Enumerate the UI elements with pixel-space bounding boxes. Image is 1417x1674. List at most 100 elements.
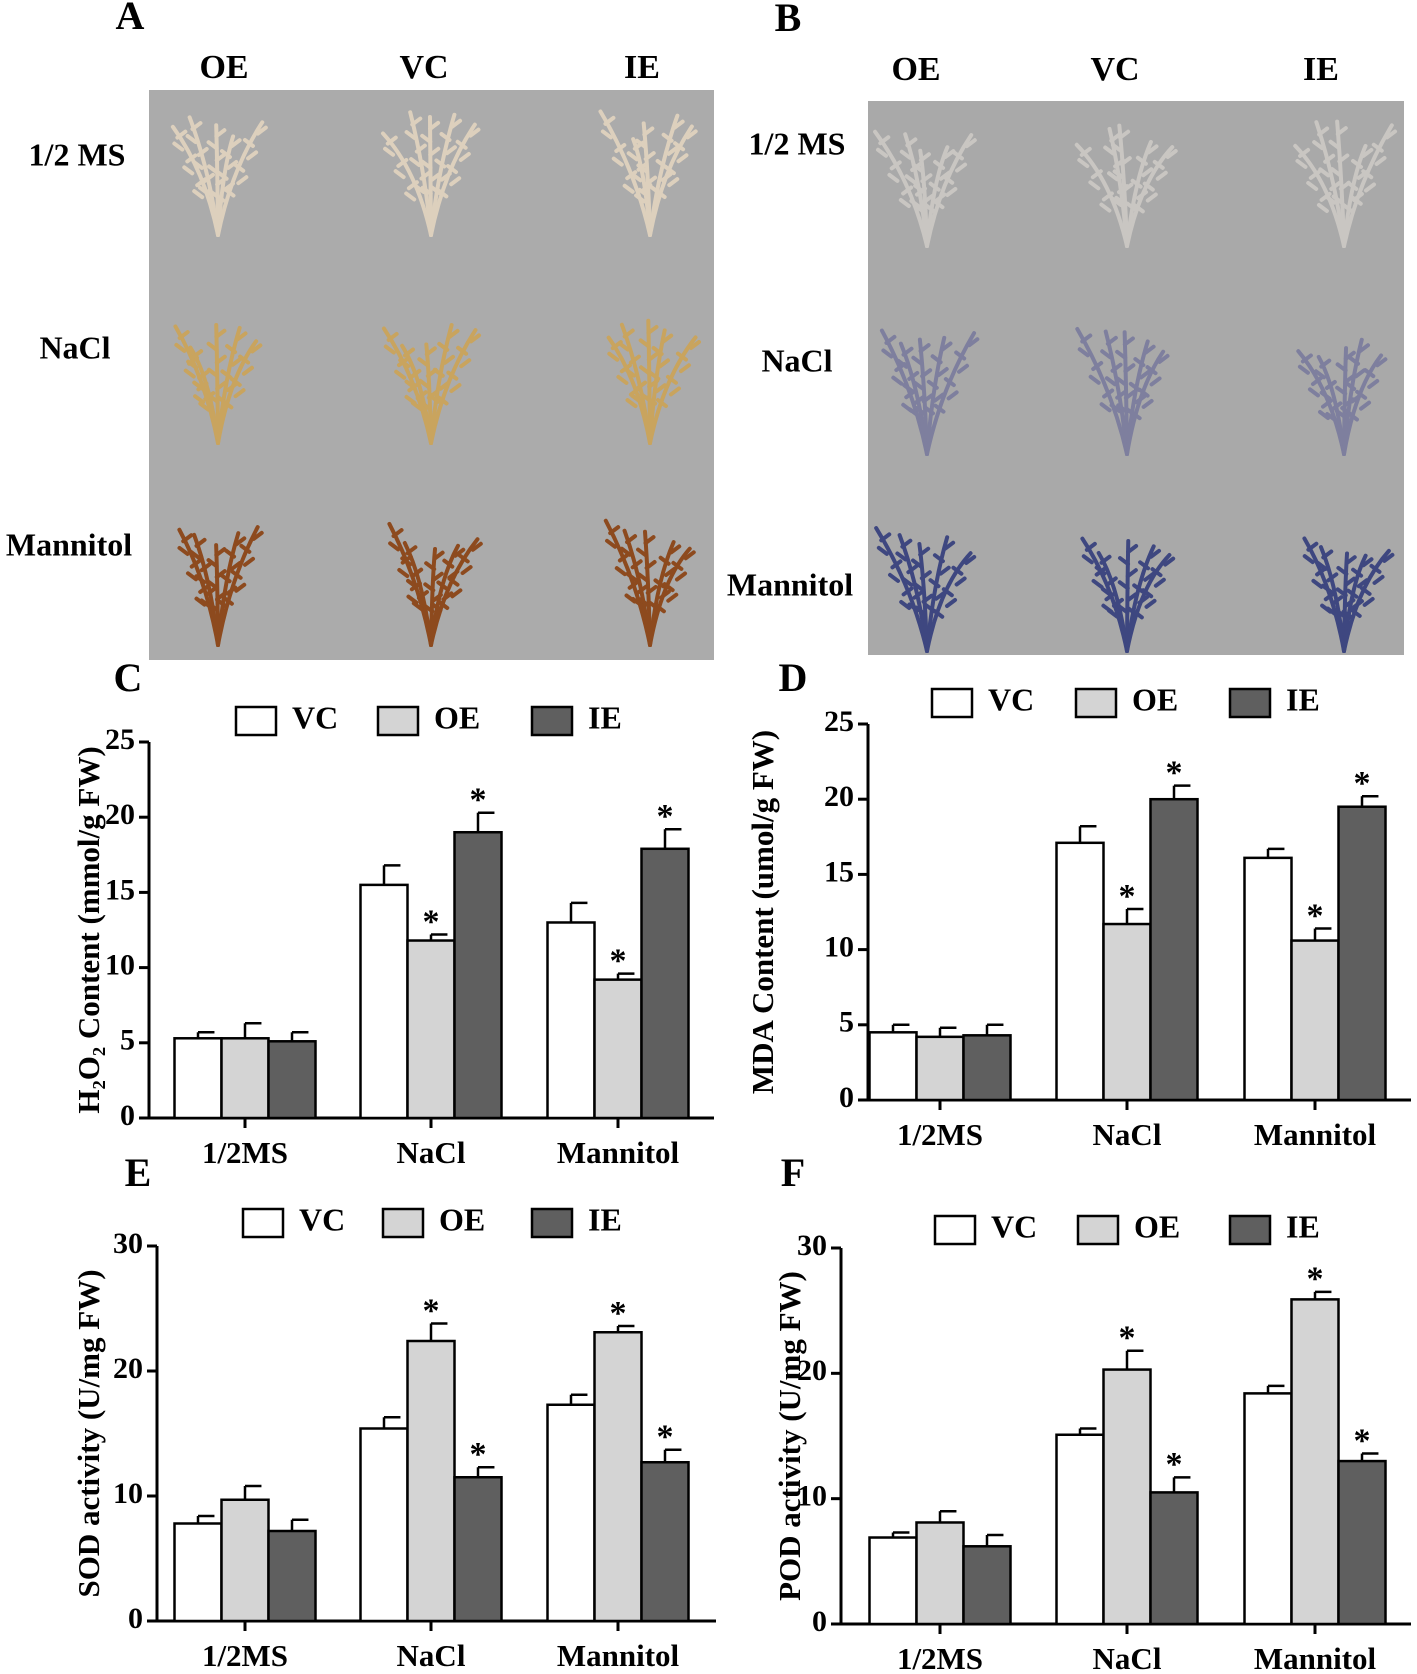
leaf xyxy=(1079,146,1092,157)
leaf xyxy=(1110,197,1123,208)
legend-swatch xyxy=(1228,687,1272,719)
y-tick-label: 20 xyxy=(797,1354,827,1387)
leaf xyxy=(214,547,227,558)
leaf xyxy=(1139,369,1152,380)
seedling xyxy=(1075,327,1170,456)
leaf xyxy=(918,546,931,557)
branch xyxy=(925,331,977,456)
leaf xyxy=(1328,139,1341,150)
leaf xyxy=(175,129,188,140)
leaf xyxy=(1323,591,1336,602)
bar xyxy=(1243,1392,1293,1626)
leaf xyxy=(668,386,681,397)
leaf xyxy=(683,550,696,561)
leaf xyxy=(1337,153,1350,164)
leaf xyxy=(607,351,620,362)
leaf xyxy=(207,393,220,404)
leaf xyxy=(653,578,666,589)
leaf xyxy=(446,370,459,381)
leaf xyxy=(898,198,911,209)
y-tick-label: 10 xyxy=(105,948,135,981)
leaf xyxy=(1367,378,1380,389)
leaf xyxy=(436,580,449,591)
leaf xyxy=(449,176,462,187)
leaf xyxy=(1111,597,1124,608)
leaf xyxy=(646,351,659,362)
bar xyxy=(962,1545,1012,1626)
leaf xyxy=(468,127,481,138)
leaf xyxy=(946,390,959,401)
leaf xyxy=(404,379,417,390)
bar xyxy=(359,883,409,1120)
leaf xyxy=(645,175,658,186)
bar xyxy=(1243,856,1293,1102)
legend-label: VC xyxy=(299,1201,345,1237)
seedling xyxy=(387,521,483,647)
panel-label: F xyxy=(781,1150,805,1195)
bar xyxy=(1337,1459,1387,1626)
leaf xyxy=(1132,203,1145,214)
branch xyxy=(1122,330,1129,456)
branch xyxy=(1125,349,1166,456)
leaf xyxy=(1363,182,1376,193)
leaf xyxy=(470,541,483,552)
leaf xyxy=(388,541,401,552)
row-label: NaCl xyxy=(761,342,832,378)
leaf xyxy=(611,156,624,167)
seedling xyxy=(874,526,977,653)
leaf xyxy=(920,173,933,184)
leaf xyxy=(192,189,205,200)
y-axis-label: POD activity (U/mg FW) xyxy=(772,1271,807,1601)
leaf xyxy=(913,395,926,406)
leaf xyxy=(436,188,449,199)
leaf xyxy=(661,333,674,344)
y-axis-label: H₂O₂ Content (mmol/g FW) xyxy=(71,746,106,1113)
leaf xyxy=(912,380,925,391)
leaf xyxy=(635,380,648,391)
leaf xyxy=(1316,202,1329,213)
leaf xyxy=(1123,390,1136,401)
significance-marker: * xyxy=(1166,754,1183,791)
leaf xyxy=(206,580,219,591)
leaf xyxy=(932,392,945,403)
leaf xyxy=(940,341,953,352)
leaf xyxy=(1088,374,1101,385)
significance-marker: * xyxy=(1354,1422,1371,1459)
leaf xyxy=(1315,560,1328,571)
leaf xyxy=(881,348,894,359)
leaf xyxy=(627,579,640,590)
leaf xyxy=(645,584,658,595)
leaf xyxy=(1117,604,1130,615)
leaf xyxy=(444,145,457,156)
leaf xyxy=(1146,144,1159,155)
branch xyxy=(648,124,694,237)
significance-marker: * xyxy=(1119,1320,1136,1357)
leaf xyxy=(614,143,627,154)
branch xyxy=(1125,145,1175,248)
leaf xyxy=(911,162,924,173)
legend-swatch xyxy=(241,1207,285,1239)
bar xyxy=(1102,1368,1152,1626)
leaf xyxy=(884,334,897,345)
leaf xyxy=(919,570,932,581)
leaf xyxy=(899,599,912,610)
bar xyxy=(962,1034,1012,1102)
leaf xyxy=(914,405,927,416)
leaf xyxy=(661,132,674,143)
bar xyxy=(1102,922,1152,1102)
leaf xyxy=(921,393,934,404)
row-label: Mannitol xyxy=(6,526,132,562)
leaf xyxy=(932,199,945,210)
bar xyxy=(359,1427,409,1623)
leaf xyxy=(1099,202,1112,213)
leaf xyxy=(420,159,433,170)
x-tick-label: Mannitol xyxy=(1254,1117,1377,1152)
leaf xyxy=(199,562,212,573)
leaf xyxy=(954,350,967,361)
leaf xyxy=(1306,180,1319,191)
leaf xyxy=(436,395,449,406)
leaf xyxy=(899,149,912,160)
leaf xyxy=(625,571,638,582)
leaf xyxy=(189,558,202,569)
y-tick-label: 5 xyxy=(120,1024,135,1057)
